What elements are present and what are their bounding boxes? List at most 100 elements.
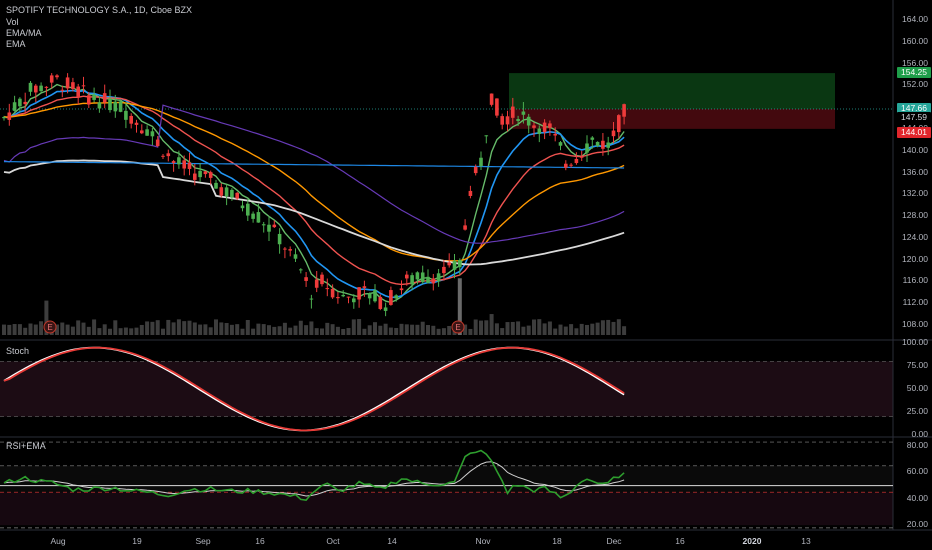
earnings-marker-label: E (455, 323, 460, 332)
volume-bar (595, 322, 600, 335)
stoch-axis-label: 0.00 (911, 429, 928, 439)
volume-bar (404, 324, 409, 335)
candle-body (140, 130, 144, 134)
candle-body (224, 187, 229, 197)
rsi-pane-label[interactable]: RSI+EMA (6, 441, 46, 451)
candle-body (458, 260, 462, 268)
volume-bar (92, 319, 97, 335)
candle-body (431, 278, 436, 284)
volume-bar (457, 278, 462, 335)
volume-bar (86, 326, 91, 335)
volume-bar (108, 328, 112, 335)
rsi-ema-line (3, 461, 625, 497)
volume-bar (378, 325, 383, 335)
candle-body (309, 298, 314, 300)
candle-body (198, 170, 202, 178)
candle-body (23, 101, 27, 105)
candle-body (362, 286, 367, 288)
volume-bar (383, 323, 388, 335)
price-axis-label: 108.00 (902, 319, 928, 329)
time-axis-label: 14 (387, 536, 397, 546)
candle-body (81, 85, 86, 87)
volume-bar (192, 322, 197, 335)
candle-body (129, 115, 133, 124)
candle-body (405, 274, 409, 279)
candle-body (177, 157, 181, 165)
volume-bar (431, 325, 436, 335)
time-axis-label: 13 (801, 536, 811, 546)
candle-body (473, 166, 478, 174)
candle-body (34, 85, 38, 93)
symbol-title[interactable]: SPOTIFY TECHNOLOGY S.A., 1D, Cboe BZX (6, 5, 193, 15)
candle-body (230, 189, 234, 198)
volume-bar (367, 325, 372, 335)
price-axis-label: 156.00 (902, 57, 928, 68)
time-axis-label: Aug (50, 536, 66, 546)
volume-bar (55, 324, 59, 335)
indicator-ema-label[interactable]: EMA (6, 39, 26, 49)
candle-body (564, 163, 568, 168)
candle-body (283, 248, 287, 250)
volume-bar (420, 321, 425, 335)
volume-bar (240, 328, 245, 335)
volume-bar (362, 328, 367, 335)
volume-bar (494, 323, 499, 335)
volume-bar (277, 326, 282, 335)
candle-body (60, 89, 65, 91)
volume-bar (102, 324, 107, 335)
candle-body (293, 254, 298, 259)
volume-bar (463, 324, 468, 335)
time-axis-label: Dec (606, 536, 622, 546)
time-axis-label: 19 (132, 536, 142, 546)
candle-body (44, 86, 49, 88)
time-axis-label: Oct (326, 536, 340, 546)
candle-body (102, 93, 107, 103)
indicator-vol-label[interactable]: Vol (6, 17, 19, 27)
volume-bar (553, 328, 558, 335)
volume-bar (76, 320, 81, 335)
candle-body (92, 94, 96, 100)
candle-body (447, 262, 451, 266)
candle-body (553, 133, 557, 136)
volume-bar (479, 320, 483, 335)
candle-body (97, 102, 102, 109)
candle-body (203, 171, 208, 175)
candle-body (166, 153, 171, 157)
volume-bar (256, 323, 261, 335)
candle-body (182, 160, 186, 169)
indicator-ema-ma-label[interactable]: EMA/MA (6, 28, 42, 38)
volume-bar (569, 324, 574, 335)
candle-body (357, 287, 361, 300)
stoch-pane-label[interactable]: Stoch (6, 346, 30, 356)
candle-body (208, 172, 213, 178)
volume-bar (537, 319, 542, 335)
candle-body (542, 122, 547, 133)
ema-fast-line (3, 83, 625, 304)
ema-20-line (3, 95, 625, 286)
candle-body (28, 82, 33, 92)
volume-bar (489, 314, 494, 335)
candle-body (537, 128, 542, 134)
candle-body (113, 101, 118, 112)
volume-bar (235, 324, 240, 335)
volume-bar (176, 319, 181, 335)
candle-body (346, 296, 351, 298)
candle-body (87, 95, 91, 105)
volume-bar (12, 324, 17, 335)
volume-bar (81, 322, 86, 335)
volume-bar (7, 324, 12, 335)
candle-body (606, 142, 610, 148)
volume-bar (214, 319, 218, 335)
volume-bar (616, 319, 621, 335)
candle-body (145, 129, 149, 136)
rsi-band-upper (0, 465, 893, 493)
volume-bar (282, 322, 287, 335)
volume-bar (585, 324, 589, 335)
candle-body (426, 276, 430, 283)
candle-body (12, 102, 17, 111)
volume-bar (224, 323, 229, 335)
ma-purple-line (3, 104, 625, 244)
volume-bar (373, 322, 377, 335)
volume-bar (473, 319, 478, 335)
